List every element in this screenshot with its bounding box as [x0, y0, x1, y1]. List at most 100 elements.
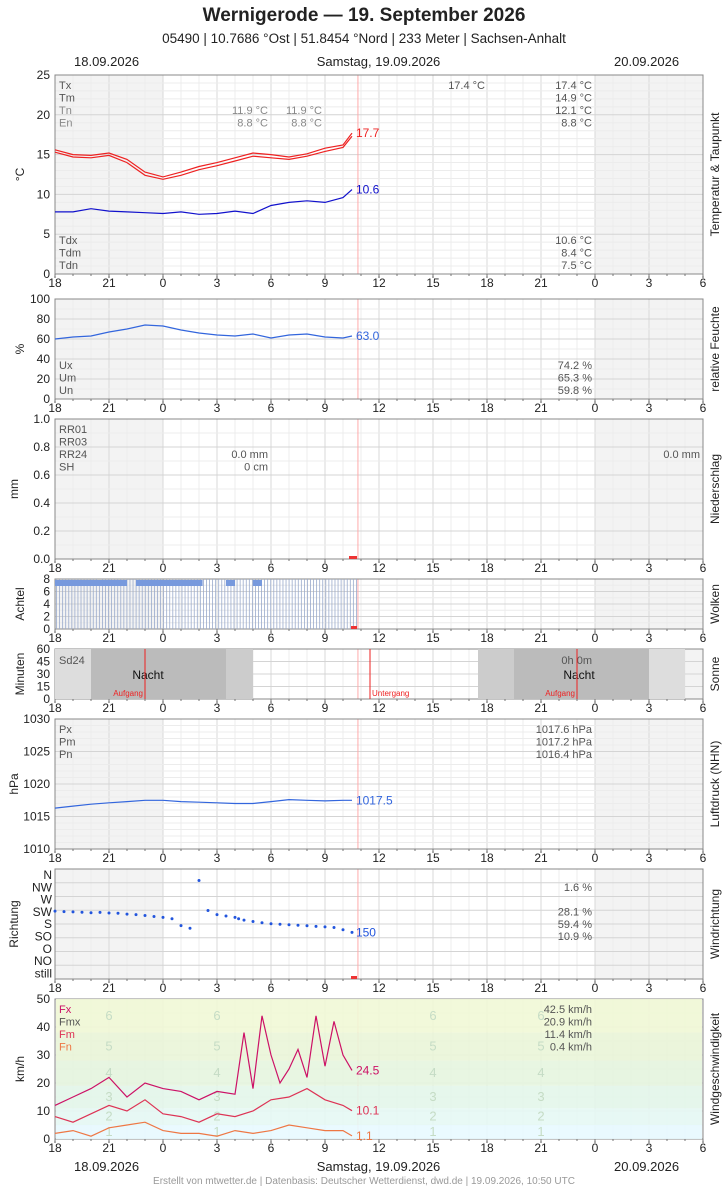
panel-side-label: Sonne [708, 656, 722, 691]
x-tick-label: 0 [160, 561, 167, 575]
y-tick-label: 40 [37, 352, 51, 366]
y-tick-label: 20 [37, 1076, 51, 1090]
x-tick-label: 18 [48, 631, 62, 645]
x-tick-label: 21 [534, 981, 548, 995]
current-wind-dir-label: 150 [356, 925, 376, 939]
sunrise-label: Aufgang [545, 689, 575, 698]
x-tick-label: 21 [102, 276, 116, 290]
x-tick-label: 6 [700, 1141, 707, 1155]
bft-scale-label: 1 [105, 1124, 112, 1139]
bft-scale-label: 3 [213, 1089, 220, 1104]
y-tick-label: 1030 [23, 712, 50, 726]
x-tick-label: 21 [534, 561, 548, 575]
x-tick-label: 21 [102, 851, 116, 865]
wind-dir-cat-label: still [35, 966, 52, 980]
temp-stat-label: Tx [59, 80, 72, 92]
pressure-stat-label: Pn [59, 749, 72, 761]
pressure-line [54, 798, 352, 809]
x-tick-label: 0 [160, 851, 167, 865]
x-tick-label: 3 [646, 851, 653, 865]
wind-dir-point [251, 920, 255, 923]
cloud-band [136, 580, 199, 586]
x-tick-label: 3 [646, 701, 653, 715]
y-tick-label: 25 [37, 68, 51, 82]
wind-stat-label: Fmx [59, 1017, 81, 1029]
wind-dir-point [305, 924, 309, 928]
bft-scale-label: 2 [213, 1109, 220, 1124]
y-tick-label: 1010 [23, 842, 50, 856]
x-tick-label: 18 [48, 276, 62, 290]
wind-dir-point [323, 925, 327, 929]
y-tick-label: 0 [43, 267, 50, 281]
wind-dir-point [269, 922, 273, 926]
wind-min-line [54, 1121, 353, 1137]
dew-stat-right: 7.5 °C [561, 260, 592, 272]
bft-scale-label: 4 [429, 1065, 436, 1080]
x-tick-label: 6 [268, 1141, 275, 1155]
x-tick-label: 0 [160, 701, 167, 715]
panel-side-label: Temperatur & Taupunkt [708, 112, 722, 237]
wind-dir-point [170, 917, 174, 921]
current-dew-label: 10.6 [356, 183, 380, 197]
x-tick-label: 18 [48, 561, 62, 575]
temp-stat-day1: 8.8 °C [237, 118, 268, 130]
x-tick-label: 15 [426, 701, 440, 715]
x-tick-label: 0 [160, 981, 167, 995]
wind-dir-point [206, 909, 210, 912]
x-tick-label: 21 [534, 1141, 548, 1155]
humidity-stat-label: Um [59, 373, 76, 385]
panel-side-label: Windrichtung [708, 889, 722, 959]
night-label-2: Nacht [563, 668, 595, 682]
dew-stat-right: 8.4 °C [561, 248, 592, 260]
y-tick-label: 10 [37, 187, 51, 201]
x-tick-label: 9 [322, 981, 329, 995]
x-tick-label: 12 [372, 701, 386, 715]
temp-stat-day1b: 11.9 °C [286, 105, 322, 117]
bft-scale-label: 2 [537, 1109, 544, 1124]
y-tick-label: 2 [43, 610, 50, 624]
dew-stat-right: 10.6 °C [555, 235, 592, 247]
temp-stat-mid: 17.4 °C [448, 80, 485, 92]
x-tick-label: 6 [268, 631, 275, 645]
wind-dir-point [296, 923, 300, 927]
wind-dir-point [242, 918, 246, 922]
humidity-stat-right: 59.8 % [558, 385, 592, 397]
bft-scale-label: 3 [105, 1089, 112, 1104]
pressure-stat-right: 1017.6 hPa [536, 724, 593, 736]
x-tick-label: 9 [322, 276, 329, 290]
date-left-bottom: 18.09.2026 [74, 1159, 140, 1174]
y-tick-label: 0.6 [33, 468, 50, 482]
x-tick-label: 0 [160, 276, 167, 290]
current-gust-label: 24.5 [356, 1063, 380, 1077]
wind-dir-point [152, 915, 156, 918]
wind-dir-cat-label: SO [35, 930, 52, 944]
x-tick-label: 6 [700, 981, 707, 995]
x-tick-label: 18 [480, 981, 494, 995]
wind-stat-label: Fn [59, 1042, 72, 1054]
x-tick-label: 9 [322, 401, 329, 415]
x-tick-label: 6 [268, 851, 275, 865]
x-tick-label: 18 [480, 276, 494, 290]
x-tick-label: 18 [48, 401, 62, 415]
bft-scale-label: 5 [537, 1039, 544, 1054]
y-tick-label: 0.8 [33, 440, 50, 454]
y-tick-label: 15 [37, 680, 51, 694]
x-tick-label: 21 [102, 981, 116, 995]
x-tick-label: 15 [426, 851, 440, 865]
temp-stat-right: 8.8 °C [561, 118, 592, 130]
bft-scale-label: 3 [537, 1089, 544, 1104]
wind-dir-cat-label: O [43, 942, 52, 956]
x-tick-label: 0 [592, 851, 599, 865]
y-tick-label: 40 [37, 1020, 51, 1034]
wind-dir-point [237, 917, 241, 921]
panel-side-label: Niederschlag [708, 454, 722, 524]
x-tick-label: 0 [592, 276, 599, 290]
temp-stat-right: 14.9 °C [555, 93, 592, 105]
credit-line: Erstellt von mtwetter.de | Datenbasis: D… [153, 1176, 575, 1187]
x-tick-label: 3 [646, 1141, 653, 1155]
humidity-stat-label: Un [59, 385, 73, 397]
wind-dir-point [233, 915, 237, 919]
night-shade [118, 649, 226, 699]
x-tick-label: 0 [592, 1141, 599, 1155]
wind-dir-point [125, 912, 129, 916]
